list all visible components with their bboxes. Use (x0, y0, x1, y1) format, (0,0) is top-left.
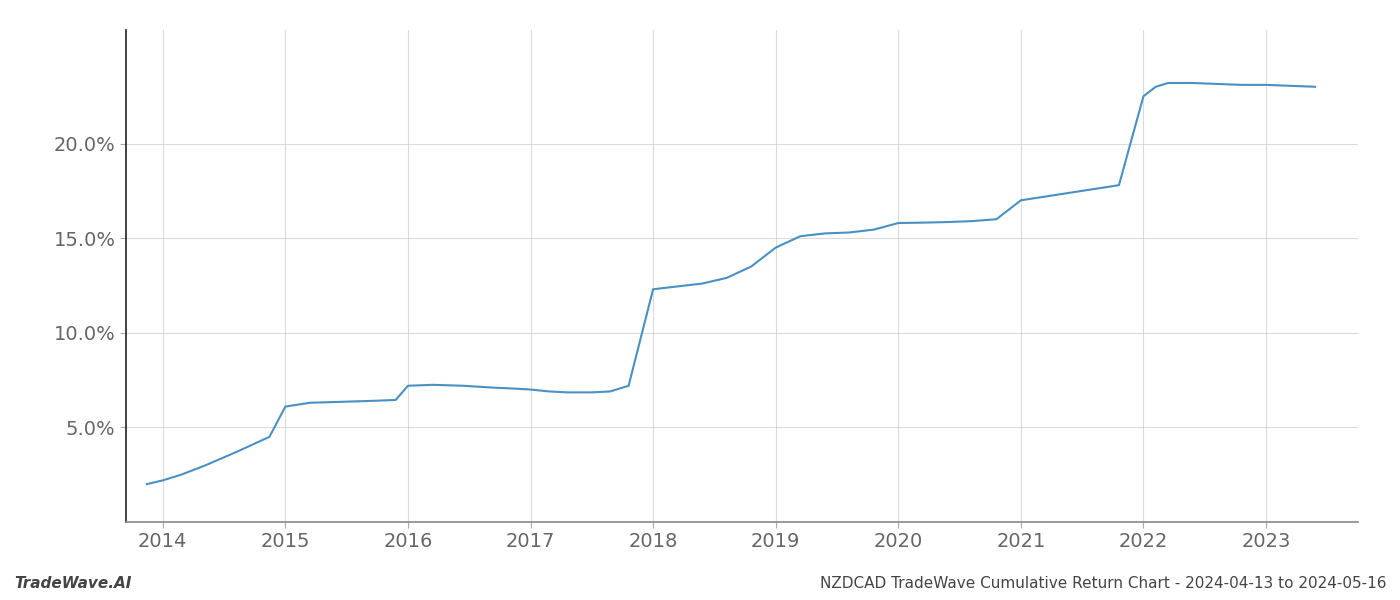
Text: TradeWave.AI: TradeWave.AI (14, 576, 132, 591)
Text: NZDCAD TradeWave Cumulative Return Chart - 2024-04-13 to 2024-05-16: NZDCAD TradeWave Cumulative Return Chart… (819, 576, 1386, 591)
